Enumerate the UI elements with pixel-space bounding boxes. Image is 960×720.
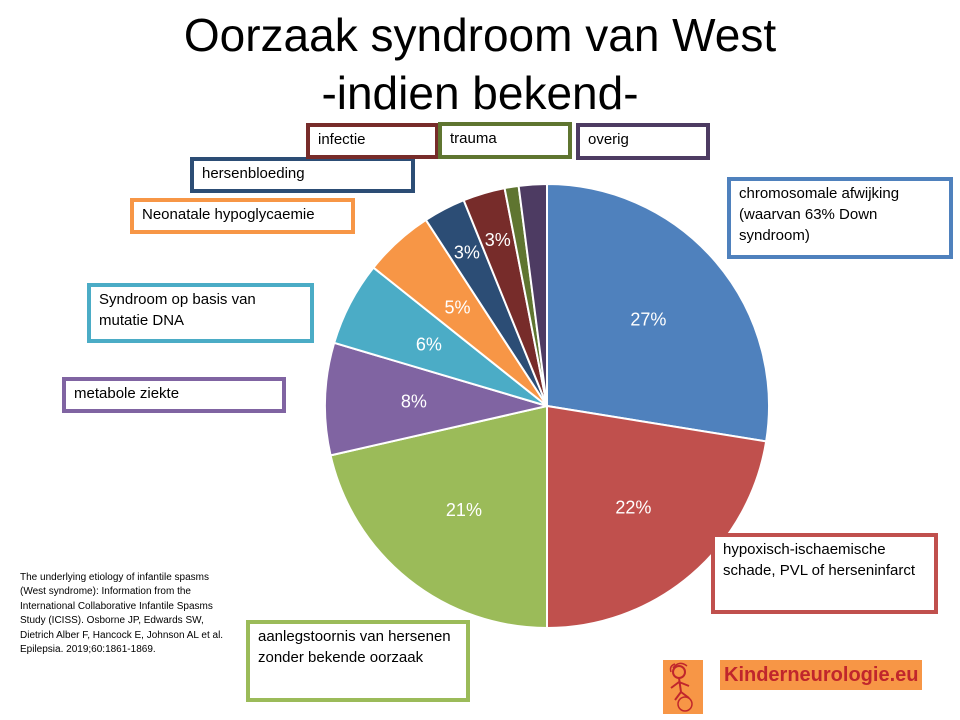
pie-slice-3: [324, 341, 551, 457]
chart-title-line2: -indien bekend-: [321, 67, 639, 119]
pie-slice-2: [329, 404, 548, 630]
chart-title-line1: Oorzaak syndroom van West: [183, 9, 777, 61]
pie-value-label-6: 3%: [454, 242, 480, 262]
label-trauma: trauma: [438, 122, 572, 159]
citation-text: The underlying etiology of infantile spa…: [20, 572, 224, 656]
pie-value-label-7: 3%: [485, 230, 511, 250]
pie-slice-9: [517, 182, 548, 407]
label-infection: infectie: [306, 123, 439, 159]
label-chromosomal: chromosomale afwijking (waarvan 63% Down…: [727, 177, 953, 259]
pie-value-label-1: 22%: [615, 497, 651, 517]
label-hypoglycaemia: Neonatale hypoglycaemie: [130, 198, 355, 234]
label-other: overig: [576, 123, 710, 160]
logo-icon: [663, 660, 703, 714]
label-metabolic: metabole ziekte: [62, 377, 286, 413]
label-hypoxic: hypoxisch-ischaemische schade, PVL of he…: [711, 533, 938, 614]
label-malformation: aanlegstoornis van hersenen zonder beken…: [246, 620, 470, 702]
label-mutation: Syndroom op basis van mutatie DNA: [87, 283, 314, 343]
pie-slice-1: [546, 404, 768, 630]
pie-slice-0: [546, 182, 770, 443]
logo-text: Kinderneurologie.eu: [720, 660, 923, 690]
pie-value-label-2: 21%: [446, 500, 482, 520]
pie-value-label-5: 5%: [444, 297, 470, 317]
pie-value-label-0: 27%: [630, 310, 666, 330]
pie-value-label-4: 6%: [416, 334, 442, 354]
label-hemorrhage: hersenbloeding: [190, 157, 415, 193]
pie-value-label-3: 8%: [401, 392, 427, 412]
